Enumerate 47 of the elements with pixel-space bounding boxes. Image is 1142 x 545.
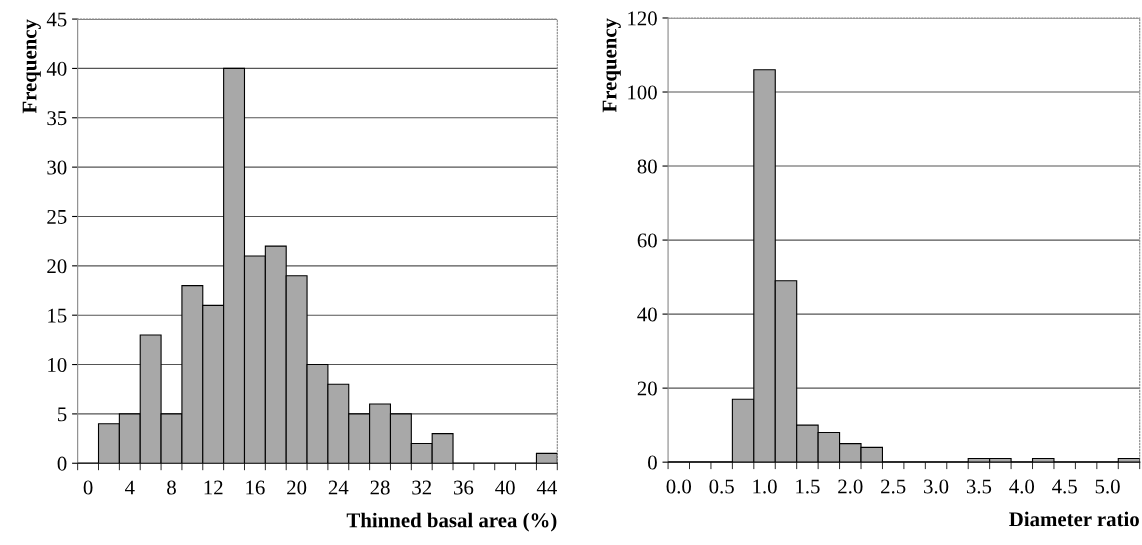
y-tick-label: 120 [628, 11, 657, 26]
y-tick-label: 15 [48, 308, 67, 323]
x-axis-title: Diameter ratio [1009, 511, 1139, 527]
x-tick-label: 0 [83, 480, 93, 495]
bar [1031, 457, 1055, 463]
y-tick-label: 25 [47, 209, 67, 224]
x-tick-label: 1.0 [753, 479, 777, 494]
y-tick-label: 80 [637, 159, 657, 174]
x-tick-label: 5.0 [1095, 479, 1120, 494]
bar [535, 452, 558, 464]
x-tick-label: 8 [167, 480, 176, 495]
x-axis-title: Thinned basal area (%) [346, 512, 557, 532]
x-tick-label: 3.0 [924, 479, 949, 494]
y-tick-label: 40 [46, 61, 67, 76]
bar [1117, 457, 1140, 463]
y-tick-label: 0 [57, 456, 67, 471]
x-tick-label: 2.0 [838, 479, 863, 494]
x-tick-label: 16 [246, 480, 265, 495]
y-tick-label: 60 [637, 233, 657, 248]
y-tick-label: 40 [637, 307, 657, 322]
x-tick-label: 3.5 [966, 479, 992, 494]
x-tick-label: 32 [412, 480, 432, 495]
y-tick-label: 20 [47, 259, 67, 274]
x-tick-label: 20 [287, 480, 307, 495]
y-axis-title: Frequency [602, 18, 621, 113]
x-tick-label: 0.5 [709, 479, 734, 494]
x-tick-label: 4.5 [1052, 479, 1077, 494]
y-tick-label: 5 [58, 407, 67, 422]
x-tick-label: 0.0 [666, 479, 692, 494]
y-tick-label: 45 [46, 12, 67, 27]
y-tick-label: 35 [47, 111, 67, 126]
y-tick-label: 0 [648, 455, 657, 470]
x-tick-label: 44 [536, 480, 557, 495]
y-tick-label: 10 [48, 357, 67, 372]
x-tick-label: 40 [495, 480, 515, 495]
y-tick-label: 20 [637, 381, 657, 396]
y-tick-label: 30 [47, 160, 67, 175]
x-tick-label: 4.0 [1009, 479, 1035, 494]
x-tick-label: 1.5 [796, 479, 820, 494]
y-tick-label: 100 [628, 85, 657, 100]
x-tick-label: 28 [370, 480, 390, 495]
x-tick-label: 12 [204, 480, 223, 495]
x-tick-label: 24 [328, 480, 349, 495]
x-tick-label: 2.5 [881, 479, 906, 494]
x-tick-label: 4 [124, 480, 135, 495]
y-axis-title: Frequency [22, 19, 41, 114]
x-tick-label: 36 [454, 480, 474, 495]
